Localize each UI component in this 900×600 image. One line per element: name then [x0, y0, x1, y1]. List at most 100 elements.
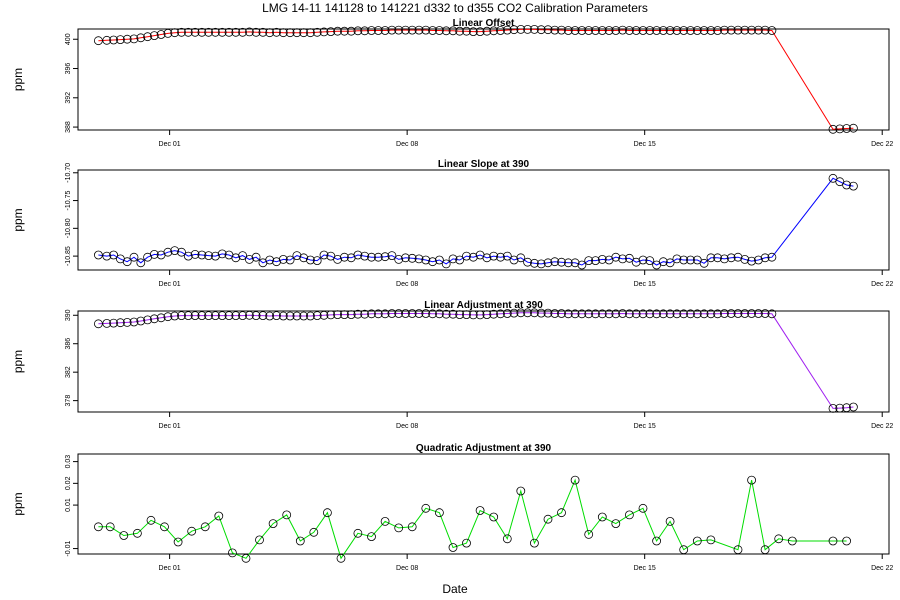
data-point [109, 250, 118, 260]
data-point [285, 28, 295, 38]
data-point [611, 519, 621, 528]
data-point [204, 311, 214, 321]
data-point [421, 309, 431, 318]
data-point [706, 535, 716, 545]
data-point [210, 311, 220, 321]
data-point [238, 251, 248, 261]
data-point [272, 311, 281, 321]
data-point [394, 254, 404, 264]
data-point [482, 310, 492, 320]
data-point [638, 309, 648, 319]
y-tick-label: 388 [65, 121, 72, 133]
data-point [754, 309, 763, 318]
data-point [502, 251, 512, 261]
data-point [448, 26, 458, 36]
data-point [353, 250, 363, 260]
data-point [217, 27, 227, 37]
data-point [835, 124, 845, 134]
data-point [238, 27, 248, 37]
data-point [387, 251, 397, 261]
data-point [163, 247, 173, 257]
data-point [204, 27, 214, 37]
data-point [455, 310, 465, 320]
data-point [322, 508, 332, 518]
data-point [210, 27, 220, 37]
data-point [584, 309, 594, 319]
panel-3: Linear Adjustment at 390 ppm 390 386 382 378 D… [11, 300, 893, 430]
data-point [849, 402, 858, 412]
data-point [475, 27, 485, 37]
data-point [842, 180, 851, 190]
data-point [278, 254, 288, 264]
data-point [496, 26, 505, 35]
data-point [367, 532, 376, 541]
data-point [116, 318, 125, 328]
data-point [187, 526, 197, 536]
data-point [380, 252, 390, 262]
data-point [231, 311, 241, 321]
panel-title: Linear Slope at 390 [438, 159, 530, 170]
data-point [333, 26, 343, 36]
data-point [726, 25, 736, 35]
data-point [231, 253, 241, 263]
data-point [241, 553, 251, 563]
data-point [638, 26, 648, 35]
series-line [98, 28, 854, 130]
data-point [312, 256, 322, 266]
data-point [482, 253, 492, 263]
data-point [119, 531, 129, 540]
data-point [373, 26, 383, 35]
data-point [584, 530, 594, 539]
data-point [577, 26, 587, 35]
data-point [713, 253, 722, 263]
data-point [380, 26, 390, 35]
data-point [434, 26, 444, 35]
data-point [441, 259, 451, 269]
data-point [421, 25, 431, 35]
data-point [611, 309, 621, 319]
x-tick-label: Dec 15 [634, 565, 656, 572]
data-point [502, 534, 512, 544]
data-point [394, 523, 404, 533]
data-point [462, 26, 471, 36]
data-point [312, 311, 322, 321]
data-point [170, 311, 180, 321]
x-tick-label: Dec 15 [634, 281, 656, 288]
data-point [530, 24, 539, 34]
y-axis-label: ppm [11, 492, 25, 515]
data-point [645, 309, 655, 319]
data-point [530, 258, 539, 268]
data-point [502, 309, 512, 318]
data-point [638, 255, 648, 265]
data-point [530, 538, 539, 548]
data-point [122, 34, 132, 44]
data-point [336, 553, 346, 563]
data-point [238, 311, 248, 321]
data-point [455, 26, 465, 36]
data-point [692, 536, 702, 546]
data-point [407, 25, 417, 35]
data-point [611, 26, 621, 35]
data-point [767, 252, 777, 262]
y-axis-label: ppm [11, 208, 25, 231]
data-point [401, 25, 410, 35]
x-tick-label: Dec 22 [871, 565, 893, 572]
data-point [380, 517, 390, 526]
data-point [94, 522, 103, 532]
data-point [136, 33, 146, 43]
data-point [455, 255, 465, 265]
data-point [740, 25, 750, 35]
page-title: LMG 14-11 141128 to 141221 d332 to d355 … [262, 1, 648, 15]
x-tick-label: Dec 22 [871, 141, 893, 148]
data-point [767, 309, 777, 319]
data-point [713, 26, 722, 35]
data-point [177, 27, 186, 37]
series-line [98, 177, 854, 266]
data-point [258, 27, 268, 37]
x-tick-label: Dec 08 [396, 423, 418, 430]
data-point [658, 309, 668, 319]
plot-frame [77, 169, 890, 271]
data-point [625, 309, 634, 319]
data-point [163, 312, 173, 322]
data-point [177, 311, 186, 321]
